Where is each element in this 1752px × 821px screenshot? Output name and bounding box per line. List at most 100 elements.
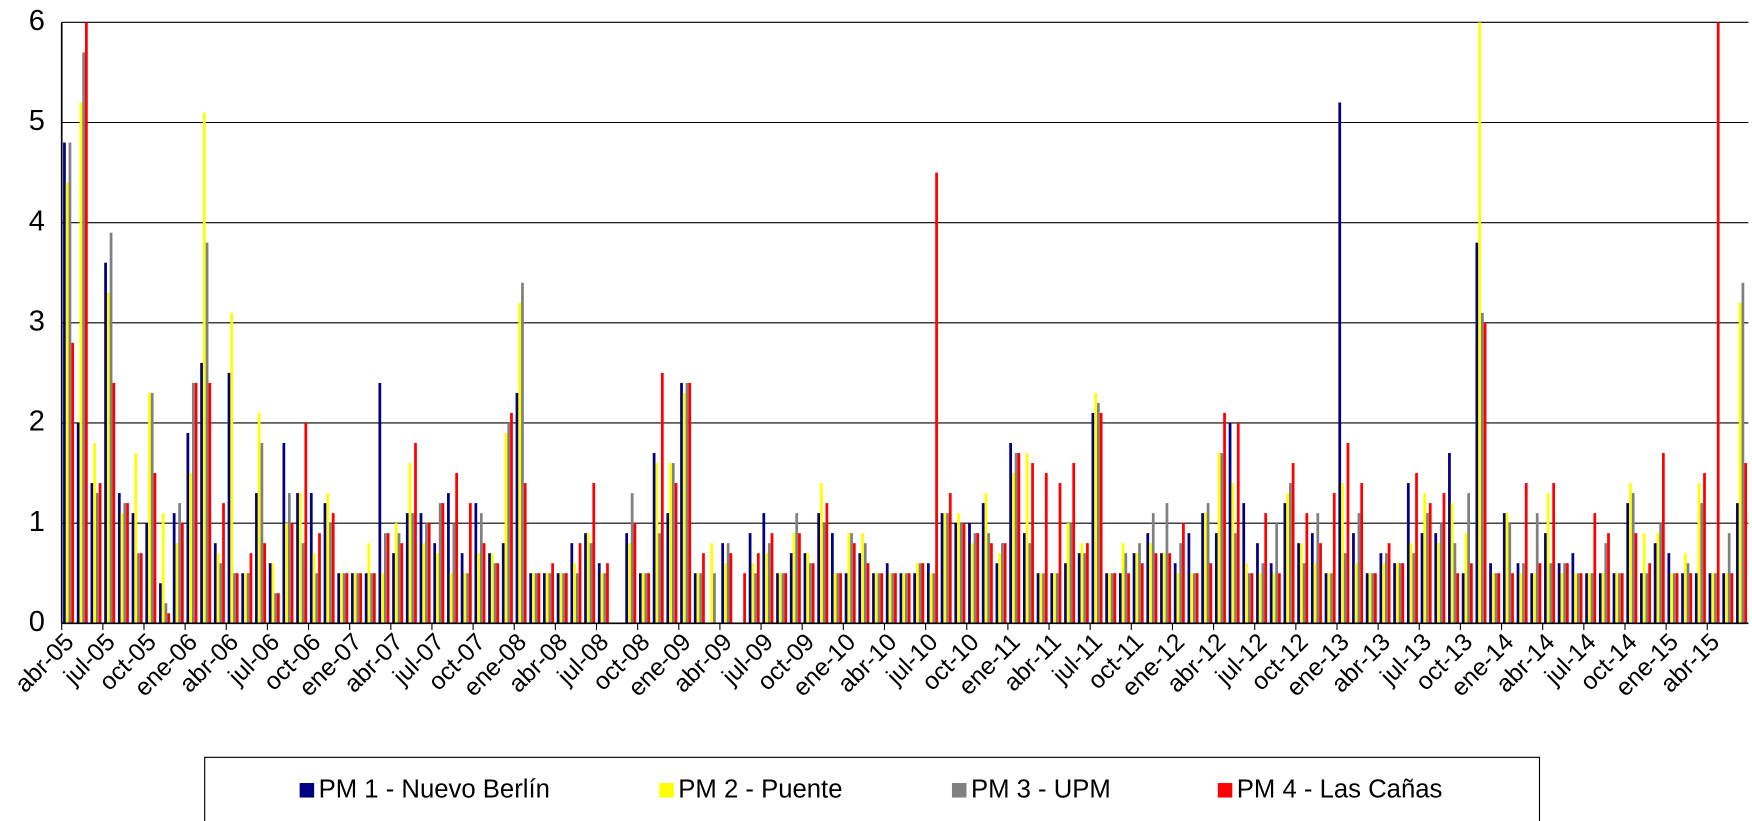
bar — [880, 573, 884, 624]
bar — [312, 553, 316, 624]
bar — [1201, 513, 1204, 624]
bar — [1042, 573, 1045, 624]
bar — [795, 513, 799, 624]
bar — [411, 513, 415, 624]
bar — [1352, 533, 1355, 624]
bar — [1261, 563, 1265, 624]
bar — [1338, 102, 1342, 624]
bar — [1612, 573, 1616, 624]
bar — [666, 513, 670, 624]
bar — [1086, 543, 1089, 624]
bar — [1313, 563, 1317, 624]
bar — [230, 312, 234, 624]
bar — [1341, 483, 1344, 624]
bar — [765, 553, 768, 624]
bar — [573, 563, 576, 624]
bar — [1475, 242, 1479, 624]
bar — [641, 573, 645, 624]
bar — [1357, 513, 1361, 624]
bar — [710, 543, 714, 624]
bar — [1149, 543, 1152, 624]
bar — [260, 443, 264, 624]
bar — [998, 553, 1002, 624]
bar — [1552, 483, 1556, 624]
bar — [95, 493, 99, 624]
bar — [1003, 543, 1007, 624]
bar — [191, 382, 195, 624]
bar — [1039, 573, 1043, 624]
bar — [534, 573, 538, 624]
bar — [298, 493, 302, 624]
bar — [419, 513, 423, 624]
bar — [200, 362, 203, 624]
bar — [345, 573, 349, 624]
bar — [405, 513, 409, 624]
bar — [628, 543, 631, 624]
bar — [913, 573, 917, 624]
bar — [1031, 463, 1034, 624]
bar — [1264, 513, 1268, 624]
bar — [1618, 573, 1621, 624]
bar — [233, 573, 236, 624]
bar — [1398, 563, 1402, 624]
legend-label: PM 1 - Nuevo Berlín — [319, 776, 550, 804]
bar — [685, 382, 689, 624]
bar — [946, 513, 949, 624]
bar — [907, 573, 911, 624]
bar — [1401, 563, 1405, 624]
bar — [1653, 543, 1657, 624]
bar — [460, 553, 464, 624]
bar — [1604, 543, 1608, 624]
bar — [1549, 563, 1553, 624]
bar — [408, 463, 412, 624]
bar — [1012, 473, 1015, 624]
bar — [1439, 523, 1443, 624]
bar — [1456, 573, 1460, 624]
bar — [1642, 533, 1646, 624]
bar — [1508, 523, 1512, 624]
bar — [1670, 573, 1673, 624]
bar — [372, 573, 376, 624]
bar — [123, 503, 127, 624]
bar — [216, 553, 220, 624]
bar — [781, 573, 785, 624]
bar — [504, 432, 508, 624]
bar — [1053, 573, 1056, 624]
bar — [205, 242, 209, 624]
legend-label: PM 2 - Puente — [678, 776, 842, 804]
bar — [891, 573, 895, 624]
bar — [1395, 563, 1399, 624]
bar — [1319, 543, 1322, 624]
bar — [1478, 22, 1481, 624]
bar — [1716, 22, 1720, 624]
bar — [562, 573, 565, 624]
bar — [414, 443, 417, 624]
bar — [90, 483, 94, 624]
bar — [743, 573, 746, 624]
bar — [244, 573, 247, 624]
bar — [1590, 573, 1594, 624]
bar — [433, 543, 437, 624]
bar — [1576, 573, 1580, 624]
bar — [830, 533, 834, 624]
bar — [630, 493, 634, 624]
bar — [1579, 573, 1583, 624]
bar — [167, 613, 171, 624]
bar — [1099, 412, 1103, 624]
bar — [1050, 573, 1054, 624]
bar — [1132, 553, 1136, 624]
bar — [803, 553, 807, 624]
bar — [255, 493, 258, 624]
bar — [82, 52, 86, 624]
bar — [1214, 533, 1218, 624]
bar — [351, 573, 354, 624]
y-tick-label: 5 — [29, 105, 45, 137]
bar — [850, 533, 853, 624]
bar — [921, 563, 925, 624]
bar — [644, 573, 648, 624]
bar — [1058, 483, 1062, 624]
bar — [271, 563, 275, 624]
bar — [1138, 543, 1141, 624]
bar — [1256, 543, 1259, 624]
bar — [529, 573, 533, 624]
